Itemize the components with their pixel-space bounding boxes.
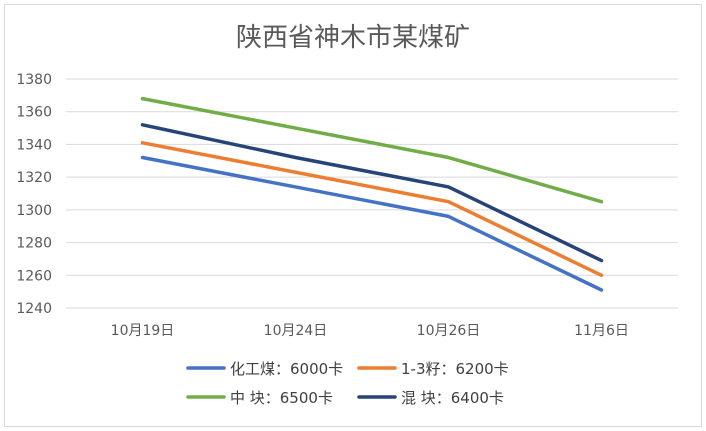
x-tick-label: 10月19日 bbox=[111, 323, 175, 339]
legend-label-4: 混 块：6400卡 bbox=[401, 389, 504, 407]
series-line-1 bbox=[140, 155, 604, 292]
x-tick-label: 11月6日 bbox=[574, 323, 629, 339]
y-tick-label: 1360 bbox=[16, 105, 52, 121]
legend-label-2: 1-3籽：6200卡 bbox=[401, 360, 509, 378]
y-tick-label: 1340 bbox=[16, 137, 52, 153]
legend-label-3: 中 块：6500卡 bbox=[230, 389, 333, 407]
series-line-2 bbox=[140, 141, 604, 278]
y-tick-label: 1320 bbox=[16, 170, 52, 186]
y-tick-label: 1240 bbox=[16, 301, 52, 317]
x-tick-label: 10月24日 bbox=[264, 323, 328, 339]
series-line-3 bbox=[140, 96, 604, 204]
chart-title: 陕西省神木市某煤矿 bbox=[236, 23, 470, 53]
y-axis-ticks: 1240 1260 1280 1300 1320 1340 1360 1380 bbox=[16, 72, 52, 317]
series-lines bbox=[140, 96, 604, 292]
gridlines bbox=[66, 78, 678, 309]
x-tick-label: 10月26日 bbox=[417, 323, 481, 339]
series-line-4 bbox=[140, 123, 604, 263]
y-tick-label: 1380 bbox=[16, 72, 52, 88]
chart-frame bbox=[4, 4, 702, 427]
y-tick-label: 1280 bbox=[16, 236, 52, 252]
legend-label-1: 化工煤：6000卡 bbox=[230, 360, 343, 378]
y-tick-label: 1260 bbox=[16, 268, 52, 284]
y-tick-label: 1300 bbox=[16, 203, 52, 219]
x-axis-ticks: 10月19日 10月24日 10月26日 11月6日 bbox=[111, 323, 629, 339]
